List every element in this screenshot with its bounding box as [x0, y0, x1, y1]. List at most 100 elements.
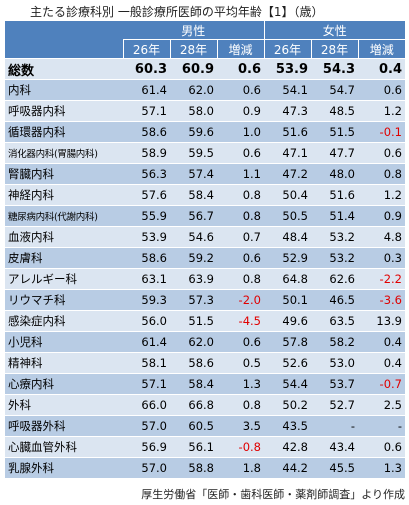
male-diff-value: 0.6: [217, 247, 264, 269]
female-diff-value: -: [358, 415, 405, 437]
female-26-value: 47.3: [264, 100, 311, 122]
female-28-value: 51.5: [311, 121, 358, 143]
table-row: 内科 61.4 62.0 0.6 54.1 54.7 0.6: [5, 79, 405, 101]
male-diff-value: 0.8: [217, 394, 264, 416]
department-name: 呼吸器外科: [5, 415, 123, 437]
female-28-value: 43.4: [311, 436, 358, 458]
male-28-value: 59.5: [170, 142, 217, 164]
male-26-value: 57.1: [123, 373, 170, 395]
male-28-value: 58.4: [170, 184, 217, 206]
female-26-value: 49.6: [264, 310, 311, 332]
male-28-value: 60.5: [170, 415, 217, 437]
male-28-value: 57.4: [170, 163, 217, 185]
table-row: 血液内科 53.9 54.6 0.7 48.4 53.2 4.8: [5, 226, 405, 248]
table-row: 循環器内科 58.6 59.6 1.0 51.6 51.5 -0.1: [5, 121, 405, 143]
male-26-value: 59.3: [123, 289, 170, 311]
male-28-value: 62.0: [170, 331, 217, 353]
male-28-value: 66.8: [170, 394, 217, 416]
female-26-value: 43.5: [264, 415, 311, 437]
male-26-value: 63.1: [123, 268, 170, 290]
female-diff-value: 2.5: [358, 394, 405, 416]
female-26-value: 57.8: [264, 331, 311, 353]
male-diff-value: 3.5: [217, 415, 264, 437]
male-26-value: 58.9: [123, 142, 170, 164]
female-28-value: 53.0: [311, 352, 358, 374]
department-name: 精神科: [5, 352, 123, 374]
table-row: 精神科 58.1 58.6 0.5 52.6 53.0 0.4: [5, 352, 405, 374]
header-male: 男性: [123, 21, 264, 40]
female-diff-value: 0.6: [358, 436, 405, 458]
female-28-value: 52.7: [311, 394, 358, 416]
female-28-value: 51.6: [311, 184, 358, 206]
male-28-value: 60.9: [170, 58, 217, 80]
female-28-value: 45.5: [311, 457, 358, 479]
header-female-28: 28年: [310, 39, 358, 59]
male-diff-value: 0.8: [217, 205, 264, 227]
table-row: 呼吸器内科 57.1 58.0 0.9 47.3 48.5 1.2: [5, 100, 405, 122]
male-26-value: 57.0: [123, 415, 170, 437]
table-row-total: 総数 60.3 60.9 0.6 53.9 54.3 0.4: [5, 58, 405, 80]
female-diff-value: 0.6: [358, 142, 405, 164]
table-row: 心臓血管外科 56.9 56.1 -0.8 42.8 43.4 0.6: [5, 436, 405, 458]
female-diff-value: 0.8: [358, 163, 405, 185]
male-26-value: 66.0: [123, 394, 170, 416]
male-26-value: 56.0: [123, 310, 170, 332]
female-28-value: 48.5: [311, 100, 358, 122]
male-26-value: 61.4: [123, 79, 170, 101]
male-26-value: 56.9: [123, 436, 170, 458]
header-female: 女性: [263, 21, 405, 40]
female-28-value: 54.7: [311, 79, 358, 101]
male-diff-value: 0.8: [217, 184, 264, 206]
table-row: 皮膚科 58.6 59.2 0.6 52.9 53.2 0.3: [5, 247, 405, 269]
female-26-value: 50.1: [264, 289, 311, 311]
table-row: 外科 66.0 66.8 0.8 50.2 52.7 2.5: [5, 394, 405, 416]
male-diff-value: 1.0: [217, 121, 264, 143]
female-diff-value: 0.4: [358, 58, 405, 80]
female-diff-value: -0.7: [358, 373, 405, 395]
female-26-value: 47.2: [264, 163, 311, 185]
male-28-value: 56.7: [170, 205, 217, 227]
department-name: 消化器内科(胃腸内科): [5, 142, 123, 164]
female-26-value: 64.8: [264, 268, 311, 290]
male-diff-value: 0.8: [217, 268, 264, 290]
female-26-value: 52.9: [264, 247, 311, 269]
male-28-value: 58.8: [170, 457, 217, 479]
male-diff-value: 0.6: [217, 331, 264, 353]
department-name: 糖尿病内科(代謝内科): [5, 205, 123, 227]
header-row-columns: 26年 28年 増減 26年 28年 増減: [5, 39, 405, 59]
female-28-value: 53.2: [311, 247, 358, 269]
table-row: 腎臓内科 56.3 57.4 1.1 47.2 48.0 0.8: [5, 163, 405, 185]
male-26-value: 53.9: [123, 226, 170, 248]
male-28-value: 62.0: [170, 79, 217, 101]
department-name: 血液内科: [5, 226, 123, 248]
male-diff-value: 1.8: [217, 457, 264, 479]
female-diff-value: -0.1: [358, 121, 405, 143]
female-diff-value: 0.4: [358, 352, 405, 374]
header-male-diff: 増減: [216, 39, 264, 59]
table-body: 総数 60.3 60.9 0.6 53.9 54.3 0.4 内科 61.4 62.0 0.6 54.…: [5, 58, 405, 479]
male-diff-value: 0.5: [217, 352, 264, 374]
male-28-value: 57.3: [170, 289, 217, 311]
female-diff-value: 0.6: [358, 79, 405, 101]
male-diff-value: 1.1: [217, 163, 264, 185]
male-28-value: 54.6: [170, 226, 217, 248]
female-diff-value: -2.2: [358, 268, 405, 290]
male-26-value: 57.6: [123, 184, 170, 206]
table-row: アレルギー科 63.1 63.9 0.8 64.8 62.6 -2.2: [5, 268, 405, 290]
female-diff-value: 1.2: [358, 100, 405, 122]
female-26-value: 44.2: [264, 457, 311, 479]
male-diff-value: 0.6: [217, 142, 264, 164]
department-name: リウマチ科: [5, 289, 123, 311]
header-female-diff: 増減: [357, 39, 405, 59]
male-26-value: 60.3: [123, 58, 170, 80]
female-26-value: 47.1: [264, 142, 311, 164]
female-26-value: 48.4: [264, 226, 311, 248]
table-row: リウマチ科 59.3 57.3 -2.0 50.1 46.5 -3.6: [5, 289, 405, 311]
male-diff-value: -0.8: [217, 436, 264, 458]
department-name: 呼吸器内科: [5, 100, 123, 122]
female-diff-value: -3.6: [358, 289, 405, 311]
department-name: 腎臓内科: [5, 163, 123, 185]
male-26-value: 58.6: [123, 121, 170, 143]
male-26-value: 58.1: [123, 352, 170, 374]
female-diff-value: 0.4: [358, 331, 405, 353]
